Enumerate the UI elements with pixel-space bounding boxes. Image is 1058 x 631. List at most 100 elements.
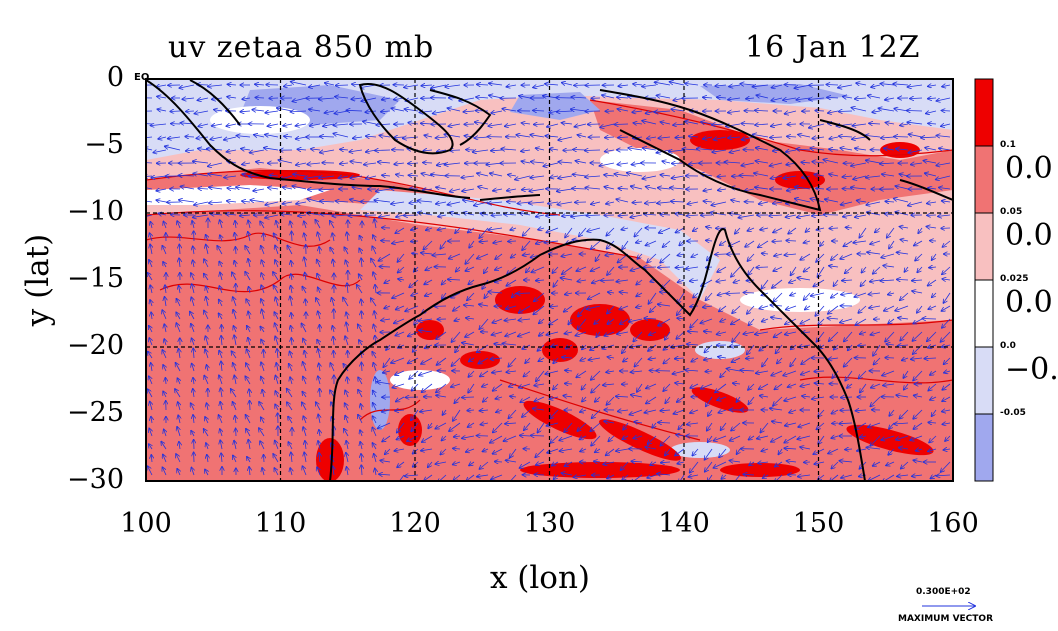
wind-vector <box>618 137 629 138</box>
wind-vector <box>632 111 643 112</box>
wind-vector <box>851 187 867 189</box>
wind-vector <box>447 202 461 205</box>
wind-vector <box>679 240 685 246</box>
wind-vector <box>476 97 489 98</box>
wind-vector <box>150 285 152 294</box>
wind-vector <box>477 253 489 259</box>
wind-vector <box>398 279 405 280</box>
wind-vector <box>163 262 166 268</box>
x-tick-label: 140 <box>658 508 710 539</box>
wind-vector <box>904 266 908 272</box>
wind-vector <box>619 215 629 216</box>
wind-vector <box>210 137 223 139</box>
wind-vector <box>826 85 839 86</box>
wind-vector <box>573 174 587 176</box>
wind-vector <box>264 455 265 463</box>
wind-vector <box>432 254 447 255</box>
wind-vector <box>436 202 447 204</box>
wind-vector <box>396 215 405 217</box>
wind-vector <box>157 109 167 111</box>
wind-vector <box>421 253 433 254</box>
wind-vector <box>897 252 909 254</box>
wind-vector <box>284 85 293 86</box>
wind-vector <box>606 202 615 204</box>
wind-vector <box>382 98 391 100</box>
wind-vector <box>398 266 405 273</box>
wind-vector <box>816 228 825 230</box>
wind-vector <box>785 85 797 86</box>
wind-vector <box>718 189 727 190</box>
wind-vector <box>715 254 727 255</box>
wind-vector <box>829 266 839 267</box>
wind-vector <box>558 136 573 140</box>
wind-vector <box>376 124 391 125</box>
wind-vector <box>660 175 671 176</box>
wind-vector <box>791 266 797 275</box>
wind-vector <box>614 124 629 125</box>
wind-vector <box>522 240 531 250</box>
wind-vector <box>675 137 685 138</box>
wind-vector <box>756 267 769 268</box>
wind-vector <box>376 189 391 191</box>
wind-vector <box>783 98 797 100</box>
wind-vector <box>489 83 503 85</box>
wind-vector <box>842 176 853 177</box>
wind-vector <box>628 148 643 150</box>
wind-vector <box>150 233 153 242</box>
wind-vector <box>866 160 881 163</box>
wind-vector <box>731 200 741 202</box>
colorbar-big-label: 0.0 <box>1005 151 1053 186</box>
wind-vector <box>193 215 209 217</box>
wind-vector <box>607 266 615 275</box>
wind-vector <box>689 163 699 164</box>
x-axis-label: x (lon) <box>489 560 591 596</box>
wind-vector <box>838 85 853 88</box>
wind-vector <box>204 274 209 281</box>
vector-key-label: MAXIMUM VECTOR <box>898 614 994 624</box>
wind-vector <box>672 176 685 178</box>
wind-vector <box>149 260 152 268</box>
wind-vector <box>521 150 531 151</box>
wind-vector <box>878 108 895 112</box>
wind-vector <box>729 85 741 87</box>
wind-vector <box>885 214 895 215</box>
wind-vector <box>283 124 293 126</box>
wind-vector <box>261 246 264 255</box>
wind-vector <box>631 186 643 189</box>
wind-vector <box>156 85 167 87</box>
y-tick-label: −30 <box>67 464 124 495</box>
wind-vector <box>675 267 685 268</box>
wind-vector <box>925 148 937 150</box>
wind-vector <box>634 227 643 237</box>
wind-vector <box>444 163 461 165</box>
wind-vector <box>853 241 867 243</box>
wind-vector <box>507 266 517 274</box>
wind-vector <box>530 176 545 178</box>
wind-vector <box>797 278 811 280</box>
wind-vector <box>762 253 769 254</box>
wind-vector <box>881 137 895 138</box>
wind-vector <box>350 161 363 163</box>
wind-vector <box>601 280 615 281</box>
wind-vector <box>265 214 279 218</box>
wind-vector <box>531 266 545 272</box>
wind-vector <box>248 259 250 268</box>
wind-vector <box>153 150 167 153</box>
wind-vector <box>325 111 335 113</box>
wind-vector <box>395 227 405 233</box>
wind-vector <box>198 188 209 189</box>
wind-vector <box>438 228 447 230</box>
shaded-field <box>146 79 953 481</box>
wind-vector <box>690 280 699 281</box>
wind-vector <box>323 124 335 126</box>
wind-vector <box>338 176 349 178</box>
wind-vector <box>227 188 237 189</box>
wind-vector <box>292 232 293 242</box>
wind-vector <box>421 123 433 124</box>
wind-vector <box>305 273 306 281</box>
wind-vector <box>900 240 909 242</box>
wind-vector <box>720 240 727 245</box>
wind-vector <box>345 260 348 268</box>
wind-vector <box>632 202 643 203</box>
wind-vector <box>217 246 223 255</box>
